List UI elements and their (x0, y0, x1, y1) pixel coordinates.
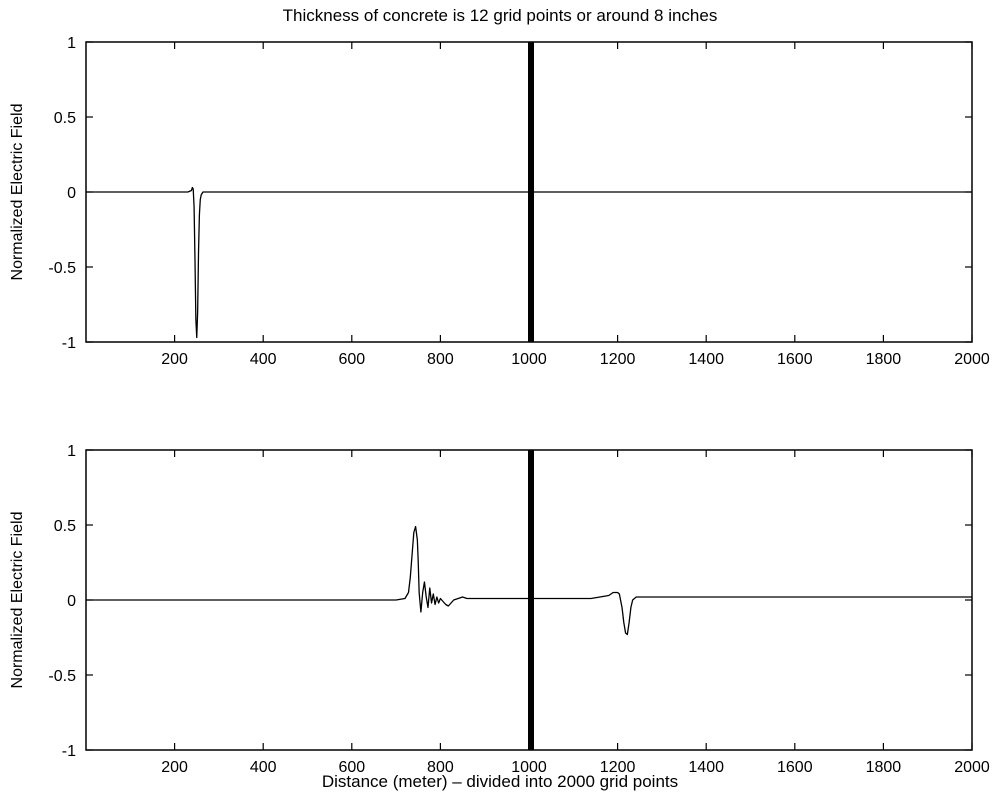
x-tick-label: 800 (427, 351, 454, 368)
x-tick-label: 200 (161, 351, 188, 368)
x-tick-label: 1200 (600, 759, 636, 776)
x-tick-label: 1800 (866, 759, 902, 776)
x-tick-label: 1800 (866, 351, 902, 368)
y-tick-label: -0.5 (48, 668, 76, 685)
x-tick-label: 400 (250, 351, 277, 368)
chart-title: Thickness of concrete is 12 grid points … (282, 6, 718, 25)
y-tick-label: 0 (67, 593, 76, 610)
x-tick-label: 1000 (511, 351, 547, 368)
x-tick-label: 2000 (954, 351, 990, 368)
x-tick-label: 400 (250, 759, 277, 776)
x-tick-label: 1600 (777, 759, 813, 776)
y-tick-label: -0.5 (48, 260, 76, 277)
y-axis-label: Normalized Electric Field (9, 512, 26, 689)
x-tick-label: 2000 (954, 759, 990, 776)
y-tick-label: -1 (62, 743, 76, 760)
x-tick-label: 200 (161, 759, 188, 776)
y-tick-label: -1 (62, 335, 76, 352)
y-tick-label: 0.5 (54, 518, 76, 535)
x-tick-label: 1400 (688, 759, 724, 776)
x-tick-label: 800 (427, 759, 454, 776)
x-axis-label: Distance (meter) – divided into 2000 gri… (321, 772, 679, 791)
x-tick-label: 1200 (600, 351, 636, 368)
x-tick-label: 1600 (777, 351, 813, 368)
y-tick-label: 1 (67, 35, 76, 52)
y-tick-label: 1 (67, 443, 76, 460)
bottom-subplot: 200 400 600 800 1000 1200 1400 1600 1800 2000 -1 -0… (9, 443, 990, 776)
concrete-wall-bar (528, 450, 534, 750)
y-axis-label: Normalized Electric Field (9, 104, 26, 281)
y-tick-label: 0.5 (54, 110, 76, 127)
x-tick-label: 1400 (688, 351, 724, 368)
x-tick-label: 600 (338, 759, 365, 776)
top-subplot: 200 400 600 800 1000 1200 1400 1600 1800 2000 -1 -0… (9, 35, 990, 368)
y-tick-label: 0 (67, 185, 76, 202)
electric-field-line (86, 186, 972, 339)
electric-field-line (86, 525, 972, 636)
x-tick-label: 600 (338, 351, 365, 368)
x-tick-label: 1000 (511, 759, 547, 776)
